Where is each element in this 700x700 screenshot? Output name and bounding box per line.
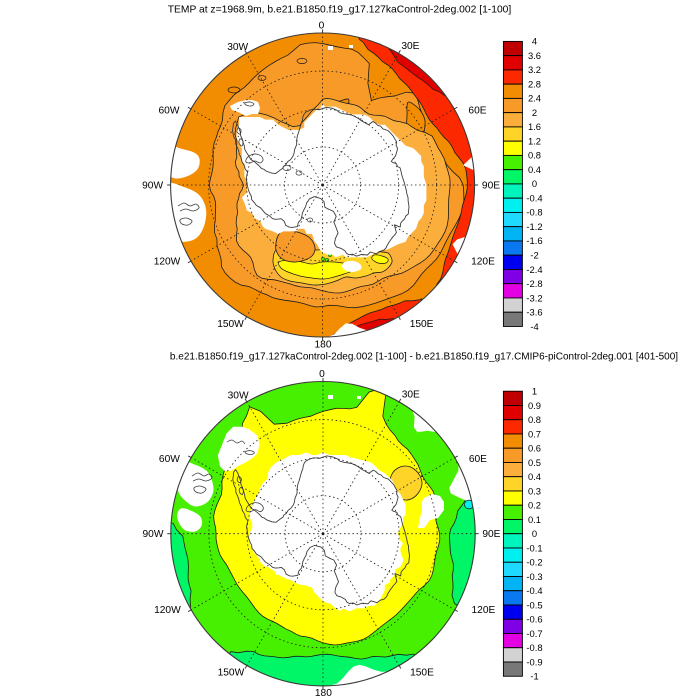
svg-text:-4: -4 [530,321,538,332]
svg-text:-0.4: -0.4 [526,192,542,203]
svg-text:-1: -1 [530,671,538,682]
svg-text:60E: 60E [469,454,487,465]
svg-text:0.2: 0.2 [528,500,541,511]
svg-text:120W: 120W [154,257,181,268]
svg-text:2: 2 [532,107,537,118]
svg-text:60E: 60E [468,106,486,117]
svg-text:2.4: 2.4 [528,93,541,104]
svg-text:-0.9: -0.9 [526,656,542,667]
svg-text:90W: 90W [142,181,163,192]
svg-text:180: 180 [315,340,332,351]
svg-text:150W: 150W [218,668,245,679]
svg-text:0.5: 0.5 [528,457,541,468]
svg-text:-2.4: -2.4 [526,264,542,275]
svg-text:120W: 120W [154,605,181,616]
svg-text:-0.7: -0.7 [526,628,542,639]
svg-text:-1.6: -1.6 [526,235,542,246]
svg-text:-0.1: -0.1 [526,542,542,553]
svg-text:1: 1 [532,386,537,397]
svg-text:-2.8: -2.8 [526,278,542,289]
svg-text:30W: 30W [228,391,249,402]
svg-text:150E: 150E [410,319,434,330]
svg-text:3.2: 3.2 [528,64,541,75]
svg-text:150E: 150E [410,668,434,679]
svg-text:90W: 90W [143,529,164,540]
svg-text:-0.8: -0.8 [526,207,542,218]
svg-text:-0.4: -0.4 [526,585,542,596]
svg-text:30W: 30W [227,42,248,53]
svg-text:4: 4 [532,36,537,47]
svg-text:30E: 30E [402,390,420,401]
svg-text:TEMP at z=1968.9m, b.e21.B1850: TEMP at z=1968.9m, b.e21.B1850.f19_g17.1… [168,5,512,16]
svg-text:0.8: 0.8 [528,150,541,161]
svg-text:0.1: 0.1 [528,514,541,525]
svg-text:60W: 60W [159,454,180,465]
svg-text:90E: 90E [482,181,500,192]
svg-text:-0.6: -0.6 [526,614,542,625]
svg-text:-3.2: -3.2 [526,292,542,303]
svg-text:0.4: 0.4 [528,164,541,175]
svg-text:1.2: 1.2 [528,135,541,146]
svg-text:30E: 30E [401,41,419,52]
svg-text:0: 0 [319,21,325,32]
svg-text:150W: 150W [217,319,244,330]
svg-text:120E: 120E [471,257,495,268]
svg-text:-0.3: -0.3 [526,571,542,582]
svg-text:180: 180 [315,688,332,699]
svg-text:-0.8: -0.8 [526,642,542,653]
svg-text:0: 0 [319,369,325,380]
svg-text:0.9: 0.9 [528,400,541,411]
svg-text:120E: 120E [472,605,496,616]
svg-text:0: 0 [532,178,537,189]
svg-text:-0.2: -0.2 [526,557,542,568]
svg-text:-0.5: -0.5 [526,599,542,610]
svg-text:-3.6: -3.6 [526,307,542,318]
svg-text:90E: 90E [482,529,500,540]
svg-text:0: 0 [532,528,537,539]
svg-text:0.6: 0.6 [528,443,541,454]
svg-text:0.8: 0.8 [528,414,541,425]
svg-text:0.4: 0.4 [528,471,541,482]
svg-text:2.8: 2.8 [528,78,541,89]
svg-text:0.3: 0.3 [528,485,541,496]
svg-text:b.e21.B1850.f19_g17.127kaContr: b.e21.B1850.f19_g17.127kaControl-2deg.00… [170,351,678,362]
svg-text:1.6: 1.6 [528,121,541,132]
svg-text:3.6: 3.6 [528,50,541,61]
svg-text:-2: -2 [530,250,538,261]
svg-text:-1.2: -1.2 [526,221,542,232]
svg-text:0.7: 0.7 [528,428,541,439]
svg-text:60W: 60W [159,106,180,117]
